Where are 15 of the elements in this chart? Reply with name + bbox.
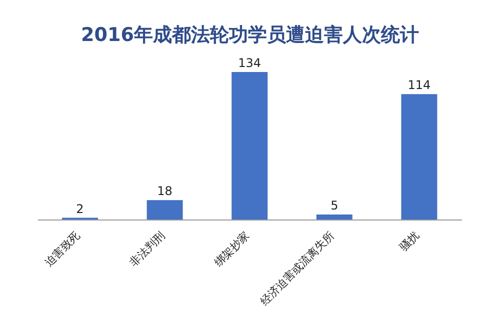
x-tick-label: 绑架抄家 [212,228,252,270]
data-label: 114 [408,78,431,92]
chart-title: 2016年成都法轮功学员遭迫害人次统计 [80,23,420,48]
data-label: 2 [76,202,84,216]
x-tick-label: 骚扰 [396,228,422,254]
data-label: 5 [330,198,338,212]
bar [401,94,438,220]
bar [232,72,268,220]
bar [146,200,183,220]
data-label: 18 [157,184,172,198]
data-label: 134 [238,56,262,70]
x-tick-label: 非法判刑 [127,228,168,270]
x-tick-label: 经济迫害或流离失所 [258,228,337,308]
x-tick-label: 迫害致死 [42,228,83,270]
bar [316,214,352,220]
